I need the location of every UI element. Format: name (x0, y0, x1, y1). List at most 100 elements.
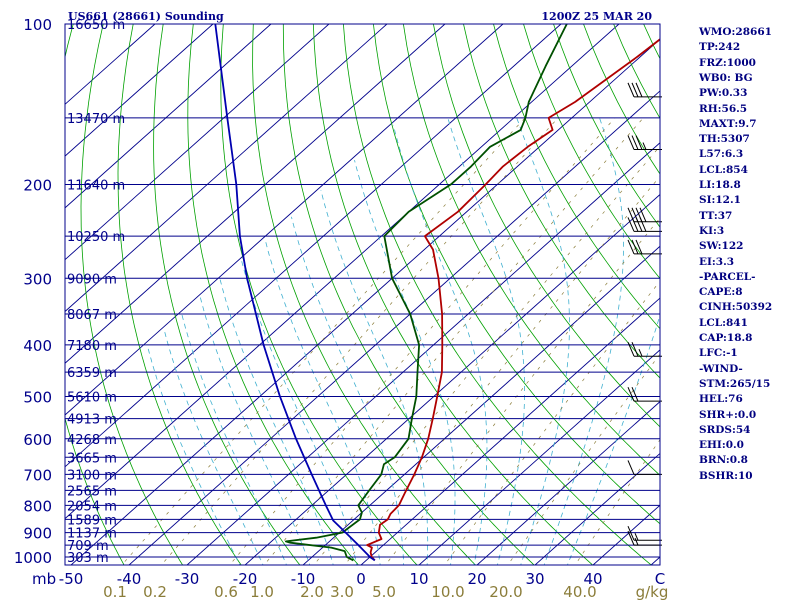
label-layer: 16650 m 13470 m 11640 m 10250 m 9090 m 8067 m… (14, 16, 669, 600)
dry-adiabat-line (252, 24, 477, 565)
wind-barb (627, 341, 662, 357)
parcel-profile-line (214, 24, 376, 562)
height-label: 709 m (67, 539, 109, 554)
wind-barb (627, 135, 662, 151)
height-label: 2565 m (67, 484, 117, 499)
profile-layer (214, 24, 660, 562)
isotherm-line (592, 504, 660, 565)
stat-line: EI:3.3 (699, 255, 735, 268)
pressure-tick-label: 100 (23, 16, 52, 34)
stat-line: BSHR:10 (699, 469, 753, 482)
height-label: 3665 m (67, 451, 117, 466)
pressure-tick-label: 700 (23, 466, 52, 484)
height-label: 303 m (67, 551, 109, 566)
mixing-ratio-unit-label: g/kg (636, 583, 669, 600)
dewpoint-profile-line (285, 24, 568, 562)
mixing-ratio-label: 1.0 (250, 583, 274, 600)
stat-line: LCL:854 (699, 163, 748, 176)
chart-title: US661 (28661) Sounding (68, 10, 224, 23)
height-label: 10250 m (67, 230, 125, 245)
wind-barb (627, 386, 662, 402)
dry-adiabat-line (493, 24, 660, 330)
isotherm-line (65, 24, 620, 520)
mixing-ratio-label: 40.0 (563, 583, 596, 600)
mixing-ratio-label: 2.0 (300, 583, 324, 600)
isotherm-line (534, 452, 660, 565)
wind-barb-flag (639, 207, 647, 222)
mixing-ratio-line (385, 217, 660, 565)
pressure-tick-label: 300 (23, 270, 52, 288)
height-label: 4268 m (67, 433, 117, 448)
wind-barb (627, 460, 662, 475)
height-label: 9090 m (67, 272, 117, 287)
stat-line: SRDS:54 (699, 423, 751, 436)
pressure-tick-label: 1000 (14, 549, 52, 567)
dry-adiabat-line (187, 24, 359, 565)
isotherm-line (476, 401, 660, 565)
dry-adiabat-line (343, 24, 652, 565)
wind-barb-flag (627, 239, 635, 255)
height-label: 16650 m (67, 18, 125, 33)
moist-adiabat-line (265, 240, 381, 565)
height-label: 8067 m (67, 308, 117, 323)
wind-barb-flag (631, 341, 639, 357)
stat-line: SW:122 (699, 240, 744, 253)
dry-adiabat-line (220, 24, 418, 565)
wind-barb-flag (627, 217, 635, 232)
moist-adiabat-line (567, 314, 660, 565)
stat-line: PW:0.33 (699, 87, 748, 100)
dry-adiabat-line (463, 24, 660, 379)
isotherm-line (186, 142, 660, 565)
temperature-tick-label: -50 (59, 570, 84, 588)
moist-adiabat-line (320, 190, 429, 565)
wind-barb-flag (635, 239, 643, 255)
dry-adiabat-line (794, 24, 800, 568)
height-label: 11640 m (67, 178, 125, 193)
isotherm-line (65, 24, 562, 468)
height-label: 6359 m (67, 366, 117, 381)
dry-adiabat-line (153, 24, 301, 565)
temperature-tick-label: -10 (291, 570, 316, 588)
moist-adiabat-line (447, 117, 525, 565)
stat-line: LCL:841 (699, 316, 748, 329)
mixing-ratio-label: 5.0 (372, 583, 396, 600)
temperature-profile-line (366, 38, 660, 562)
wind-barb (627, 217, 662, 232)
wind-barb-layer (627, 82, 662, 546)
wind-barb-flag (627, 530, 635, 546)
temperature-tick-label: -20 (233, 570, 258, 588)
isotherm-line (128, 90, 660, 565)
mixing-ratio-label: 20.0 (489, 583, 522, 600)
wind-barb-flag (631, 217, 639, 232)
wind-barb-flag (631, 82, 639, 98)
height-label: 3100 m (67, 468, 117, 483)
stat-line: HEL:76 (699, 393, 743, 406)
pressure-tick-label: 400 (23, 337, 52, 355)
stat-line: WMO:28661 (699, 26, 772, 38)
isotherm-line (244, 193, 660, 565)
isotherm-line (65, 24, 504, 416)
moist-adiabat-line (354, 160, 456, 565)
moist-adiabat-line (516, 117, 570, 565)
temperature-tick-label: 10 (409, 570, 428, 588)
isotherm-line (360, 297, 660, 565)
wind-barb-flag (627, 135, 635, 150)
wind-barb-flag (639, 217, 647, 232)
height-label: 4913 m (67, 413, 117, 428)
wind-barb-flag (627, 386, 635, 402)
dry-adiabat-line (65, 24, 125, 565)
stat-line: CAPE:8 (699, 286, 743, 299)
pressure-tick-label: 200 (23, 176, 52, 194)
mixing-ratio-label: 0.6 (214, 583, 238, 600)
stat-line: SI:12.1 (699, 194, 741, 207)
wind-barb (627, 530, 662, 546)
stat-line: CINH:50392 (699, 301, 773, 314)
mixing-ratio-label: 10.0 (431, 583, 464, 600)
stat-line: EHI:0.0 (699, 439, 744, 452)
pressure-tick-label: 800 (23, 497, 52, 515)
isotherm-line (65, 24, 388, 313)
stat-line: TP:242 (699, 41, 741, 54)
wind-barb (627, 82, 662, 98)
stat-line: KI:3 (699, 224, 725, 237)
stat-line: -PARCEL- (699, 270, 756, 283)
